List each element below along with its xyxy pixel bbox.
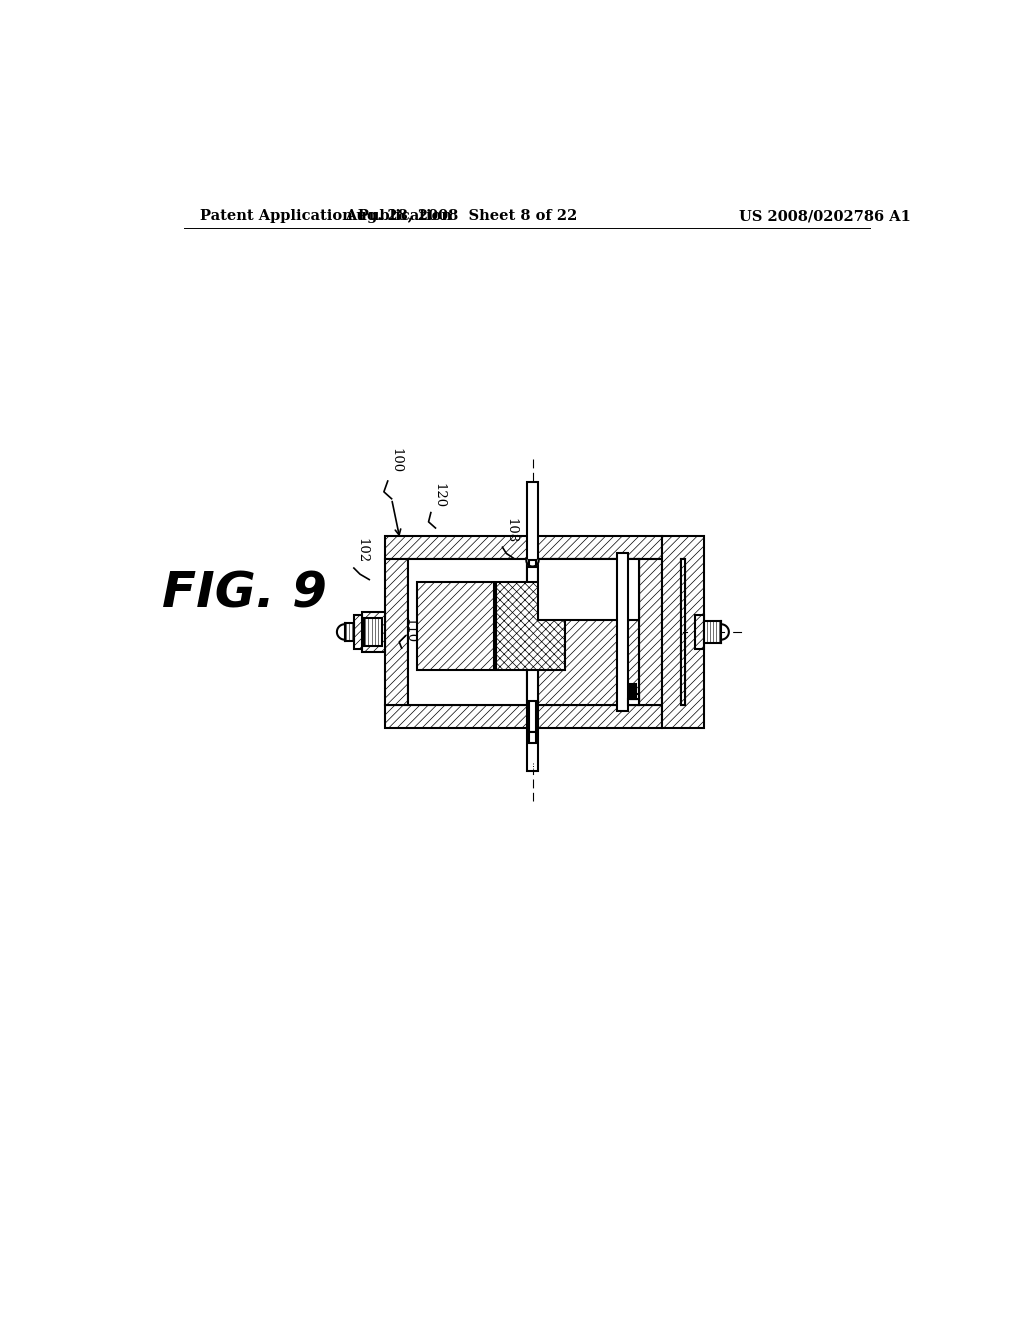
Bar bbox=[354, 615, 361, 649]
Bar bbox=[529, 733, 536, 743]
Bar bbox=[364, 618, 382, 645]
Bar bbox=[639, 558, 662, 705]
Bar bbox=[385, 705, 662, 729]
Bar bbox=[662, 536, 705, 729]
Bar bbox=[538, 558, 639, 620]
Text: 108: 108 bbox=[504, 517, 517, 543]
Bar bbox=[385, 558, 408, 705]
Polygon shape bbox=[721, 624, 729, 640]
Bar bbox=[408, 558, 527, 705]
Bar bbox=[681, 558, 685, 705]
Text: 100: 100 bbox=[389, 449, 402, 474]
Bar bbox=[681, 558, 685, 705]
Bar bbox=[705, 622, 721, 643]
Text: Aug. 28, 2008  Sheet 8 of 22: Aug. 28, 2008 Sheet 8 of 22 bbox=[345, 209, 578, 223]
Bar bbox=[345, 623, 354, 642]
Text: 110: 110 bbox=[403, 618, 416, 644]
Bar bbox=[630, 684, 632, 700]
Polygon shape bbox=[526, 560, 539, 566]
Bar bbox=[496, 582, 565, 671]
Bar bbox=[528, 701, 537, 733]
Bar bbox=[617, 553, 628, 711]
Text: Patent Application Publication: Patent Application Publication bbox=[200, 209, 452, 223]
Bar bbox=[385, 536, 662, 558]
Bar bbox=[527, 482, 538, 771]
Text: 120: 120 bbox=[432, 483, 445, 508]
Bar bbox=[695, 615, 705, 649]
Bar bbox=[628, 700, 639, 705]
Bar bbox=[361, 612, 385, 652]
Bar bbox=[417, 582, 494, 671]
Bar bbox=[631, 694, 639, 700]
Bar bbox=[634, 684, 637, 700]
Polygon shape bbox=[337, 624, 345, 640]
Text: 102: 102 bbox=[355, 539, 369, 564]
Bar bbox=[538, 558, 639, 705]
Text: US 2008/0202786 A1: US 2008/0202786 A1 bbox=[739, 209, 910, 223]
Text: FIG. 9: FIG. 9 bbox=[162, 569, 327, 618]
Bar bbox=[528, 560, 537, 566]
